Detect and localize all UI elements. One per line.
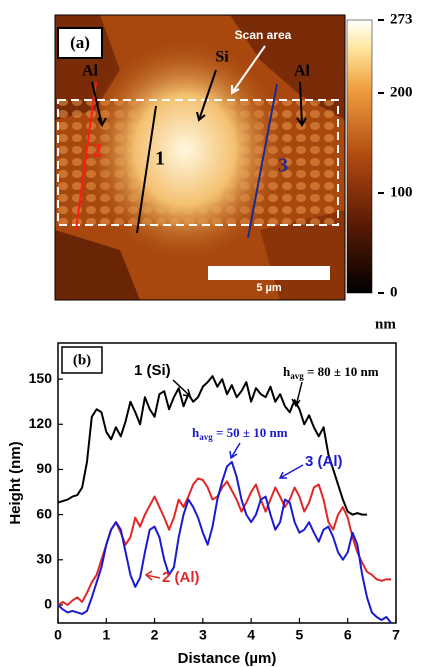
scan-area (57, 99, 339, 226)
annotation: Scan area (235, 28, 292, 42)
line-label: 1 (155, 148, 165, 170)
x-tick-label: 7 (392, 627, 400, 643)
scale-bar (208, 266, 330, 280)
afm-si (85, 40, 285, 260)
panel-label-box (57, 27, 103, 59)
colorbar-tick-label: 100 (390, 184, 413, 200)
plot: 0 1 2 3 4 5 6 7 0 30 60 90 120 150 (29, 370, 400, 643)
profile-line-2 (75, 81, 97, 231)
x-tick-label: 3 (199, 627, 207, 643)
colorbar-tick-label: 0 (390, 284, 398, 300)
y-tick-label: 60 (36, 505, 52, 521)
x-tick-label: 2 (151, 627, 159, 643)
afm-dark (55, 230, 140, 300)
arrows (91, 69, 307, 128)
x-tick-label: 5 (296, 627, 304, 643)
annotation: Al (294, 63, 311, 80)
x-tick-label: 1 (102, 627, 110, 643)
y-tick-label: 150 (29, 370, 53, 386)
arrow (231, 45, 266, 95)
x-tick-label: 6 (344, 627, 352, 643)
series-line (57, 460, 392, 624)
y-axis-label: Height (nm) (7, 441, 24, 524)
y-tick-label: 0 (44, 596, 52, 612)
colorbar (346, 19, 373, 294)
colorbar-tick-label: 200 (390, 84, 413, 100)
x-axis-label: Distance (µm) (178, 650, 277, 667)
annotation-arrows (144, 379, 304, 581)
scale-bar-label: 5 µm (256, 282, 282, 294)
line-label: 2 (92, 140, 102, 162)
y-tick-label: 120 (29, 415, 53, 431)
y-tick-label: 30 (36, 550, 52, 566)
annotation: 3 (Al) (305, 453, 343, 470)
panel-label: (a) (70, 33, 90, 52)
x-tick-label: 4 (247, 627, 255, 643)
y-tick-label: 90 (36, 460, 52, 476)
annotation: Al (82, 63, 99, 80)
colorbar-ticks: 0 100 200 273 (378, 11, 413, 300)
series-line (57, 375, 368, 516)
annotation: 1 (Si) (134, 362, 171, 379)
colorbar-tick-label: 273 (390, 11, 413, 27)
image-frame (54, 14, 346, 301)
panel-label-box (61, 346, 103, 374)
x-tick-label: 0 (54, 627, 62, 643)
annotation: 2 (Al) (162, 569, 200, 586)
afm-image: (a) Al Si Al Scan area 2 1 3 5 µm (54, 14, 346, 301)
annotation: Si (215, 49, 229, 66)
afm-dark (230, 15, 345, 120)
line-label: 3 (278, 155, 288, 177)
annotation: havg = 80 ± 10 nm (283, 364, 379, 381)
panel-label: (b) (73, 352, 91, 368)
colorbar-unit: nm (375, 316, 396, 332)
annotation: havg = 50 ± 10 nm (192, 425, 288, 442)
profile-line-3 (247, 83, 278, 239)
profile-line-1 (136, 105, 157, 234)
